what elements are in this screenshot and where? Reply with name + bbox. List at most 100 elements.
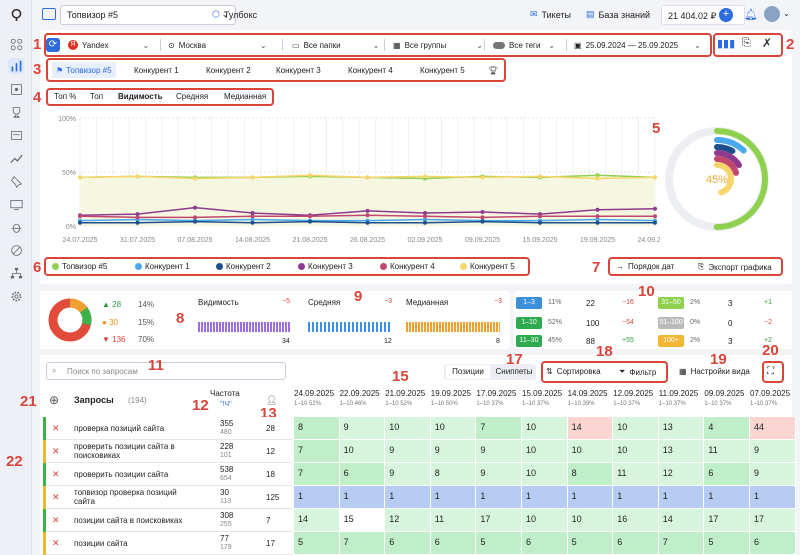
date-header[interactable]: 14.09.2025: [567, 389, 608, 398]
position-cell[interactable]: 6: [704, 463, 750, 486]
position-cell[interactable]: 6: [385, 532, 431, 555]
remove-icon[interactable]: ✕: [52, 446, 60, 456]
position-cell[interactable]: 1: [339, 486, 386, 509]
add-balance-button[interactable]: +: [719, 8, 733, 22]
daterange-select[interactable]: ▣ 25.09.2024 — 25.09.2025 ⌄: [574, 37, 701, 53]
position-cell[interactable]: 12: [658, 463, 705, 486]
export-chart-button[interactable]: ⎘ Экспорт графика: [698, 262, 772, 272]
position-cell[interactable]: 8: [294, 417, 340, 440]
export-icon[interactable]: ⎘: [742, 37, 751, 49]
position-cell[interactable]: 16: [613, 509, 659, 532]
position-cell[interactable]: 9: [476, 440, 522, 463]
range-badge[interactable]: 1–10: [516, 317, 542, 329]
position-cell[interactable]: 8: [430, 463, 477, 486]
position-cell[interactable]: 6: [430, 532, 477, 555]
metric-median[interactable]: Медианная: [224, 92, 267, 101]
search-input[interactable]: ⌕ Поиск по запросам: [46, 362, 286, 380]
range-badge[interactable]: 51–100: [658, 317, 684, 329]
remove-icon[interactable]: ✕: [52, 538, 60, 548]
position-cell[interactable]: 1: [567, 486, 614, 509]
position-cell[interactable]: 10: [613, 440, 659, 463]
query-text[interactable]: позиции сайта: [74, 539, 128, 548]
range-badge[interactable]: 1–3: [516, 297, 542, 309]
avatar[interactable]: [764, 6, 780, 22]
position-cell[interactable]: 5: [476, 532, 522, 555]
position-cell[interactable]: 5: [567, 532, 614, 555]
position-cell[interactable]: 12: [385, 509, 431, 532]
legend-item[interactable]: Конкурент 1: [135, 262, 190, 271]
date-header[interactable]: 11.09.2025: [658, 389, 699, 398]
position-cell[interactable]: 7: [339, 532, 386, 555]
fullscreen-icon[interactable]: ⛶: [767, 366, 774, 377]
refresh-button[interactable]: ⟳: [46, 38, 60, 52]
date-header[interactable]: 07.09.2025: [750, 389, 791, 398]
trophy-tab-icon[interactable]: 🏆︎: [488, 65, 499, 75]
date-header[interactable]: 15.09.2025: [522, 389, 563, 398]
date-header[interactable]: 17.09.2025: [476, 389, 517, 398]
metric-visibility[interactable]: Видимость: [118, 92, 163, 101]
date-header[interactable]: 22.09.2025: [339, 389, 380, 398]
table-row[interactable]: [43, 440, 293, 463]
settings-icon[interactable]: [8, 288, 24, 304]
position-cell[interactable]: 6: [613, 532, 659, 555]
position-cell[interactable]: 9: [750, 463, 796, 486]
position-cell[interactable]: 1: [613, 486, 659, 509]
position-cell[interactable]: 1: [476, 486, 522, 509]
query-text[interactable]: позиции сайта в поисковиках: [74, 516, 183, 525]
pen-icon[interactable]: [8, 242, 24, 258]
legend-item[interactable]: Конкурент 5: [460, 262, 515, 271]
position-cell[interactable]: 17: [476, 509, 522, 532]
position-cell[interactable]: 1: [294, 486, 340, 509]
position-cell[interactable]: 1: [658, 486, 705, 509]
list-icon[interactable]: [8, 127, 24, 143]
position-cell[interactable]: 14: [567, 417, 614, 440]
position-cell[interactable]: 1: [385, 486, 431, 509]
position-cell[interactable]: 44: [750, 417, 796, 440]
tab-competitor-2[interactable]: Конкурент 2: [202, 62, 255, 78]
query-text[interactable]: проверка позиций сайта: [74, 424, 165, 433]
tools-icon[interactable]: ✗: [762, 36, 773, 50]
logo-icon[interactable]: [8, 6, 24, 22]
metric-top[interactable]: Топ: [90, 92, 104, 101]
bug-icon[interactable]: [8, 219, 24, 235]
bell-icon[interactable]: 🔔︎: [744, 9, 758, 21]
snippets-toggle[interactable]: Сниппеты: [495, 367, 533, 376]
range-badge[interactable]: 11–30: [516, 335, 542, 347]
position-cell[interactable]: 9: [385, 440, 431, 463]
position-cell[interactable]: 10: [385, 417, 431, 440]
engine-select[interactable]: Я Yandex ⌄: [68, 37, 149, 53]
crosshair-icon[interactable]: ⊕: [49, 393, 60, 407]
date-header[interactable]: 24.09.2025: [294, 389, 335, 398]
position-cell[interactable]: 7: [294, 463, 340, 486]
legend-item[interactable]: Топвизор #5: [52, 262, 107, 271]
trend-icon[interactable]: [8, 150, 24, 166]
range-badge[interactable]: 100+: [658, 335, 684, 347]
position-cell[interactable]: 9: [339, 417, 386, 440]
remove-icon[interactable]: ✕: [52, 469, 60, 479]
position-cell[interactable]: 9: [750, 440, 796, 463]
position-cell[interactable]: 6: [522, 532, 568, 555]
position-cell[interactable]: 17: [704, 509, 750, 532]
tickets-link[interactable]: ✉ Тикеты: [530, 9, 571, 20]
position-cell[interactable]: 14: [658, 509, 705, 532]
query-text[interactable]: проверить позиции сайта: [74, 470, 169, 479]
position-cell[interactable]: 9: [385, 463, 431, 486]
positions-toggle[interactable]: Позиции: [446, 365, 490, 379]
metric-average[interactable]: Средняя: [176, 92, 209, 101]
query-text[interactable]: топвизор проверка позиций сайта: [74, 488, 177, 506]
tab-own[interactable]: ⚑ Топвизор #5: [52, 62, 116, 78]
position-cell[interactable]: 4: [704, 417, 750, 440]
position-cell[interactable]: 6: [750, 532, 796, 555]
position-cell[interactable]: 7: [294, 440, 340, 463]
position-cell[interactable]: 13: [658, 417, 705, 440]
table-row[interactable]: [43, 509, 293, 532]
position-cell[interactable]: 10: [522, 463, 568, 486]
date-header[interactable]: 09.09.2025: [704, 389, 745, 398]
date-header[interactable]: 21.09.2025: [385, 389, 426, 398]
range-badge[interactable]: 31–50: [658, 297, 684, 309]
bar-chart-icon[interactable]: ▮▮▮: [717, 38, 736, 50]
sort-button[interactable]: ⇅ Сортировка: [546, 367, 601, 376]
position-cell[interactable]: 9: [476, 463, 522, 486]
groups-select[interactable]: ▦ Все группы ⌄: [393, 37, 483, 53]
project-select[interactable]: Топвизор #5 ⌄: [60, 5, 236, 25]
